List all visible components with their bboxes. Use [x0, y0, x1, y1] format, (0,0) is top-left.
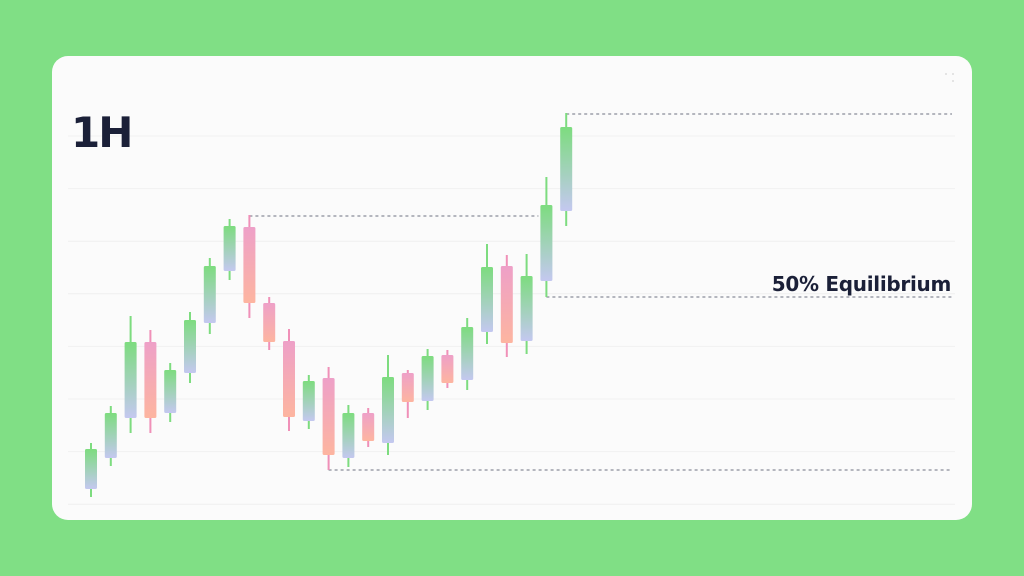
timeframe-label: 1H — [71, 108, 133, 157]
bullish-candle — [421, 356, 434, 401]
bullish-candle — [461, 327, 474, 380]
bullish-candle — [302, 381, 315, 421]
bearish-candle — [263, 303, 276, 342]
bearish-candle — [500, 266, 513, 343]
equilibrium-label: 50% Equilibrium — [771, 272, 952, 296]
bearish-candle — [322, 378, 335, 455]
bullish-candle — [85, 449, 97, 489]
bearish-candle — [243, 227, 256, 303]
bearish-candle — [144, 342, 157, 418]
bearish-candle — [362, 413, 375, 441]
bullish-candle — [560, 127, 573, 211]
bullish-candle — [382, 377, 394, 443]
bullish-candle — [124, 342, 137, 418]
bullish-candle — [203, 266, 216, 323]
bullish-candle — [540, 205, 553, 281]
bearish-candle — [283, 341, 295, 417]
bullish-candle — [342, 413, 355, 458]
bearish-candle — [441, 355, 454, 383]
bullish-candle — [481, 267, 493, 332]
bearish-candle — [401, 373, 414, 402]
bullish-candle — [164, 370, 177, 413]
bullish-candle — [520, 276, 533, 341]
bullish-candle — [223, 226, 236, 271]
bullish-candle — [104, 413, 117, 458]
drag-handle-icon — [942, 70, 956, 84]
bullish-candle — [184, 320, 196, 373]
